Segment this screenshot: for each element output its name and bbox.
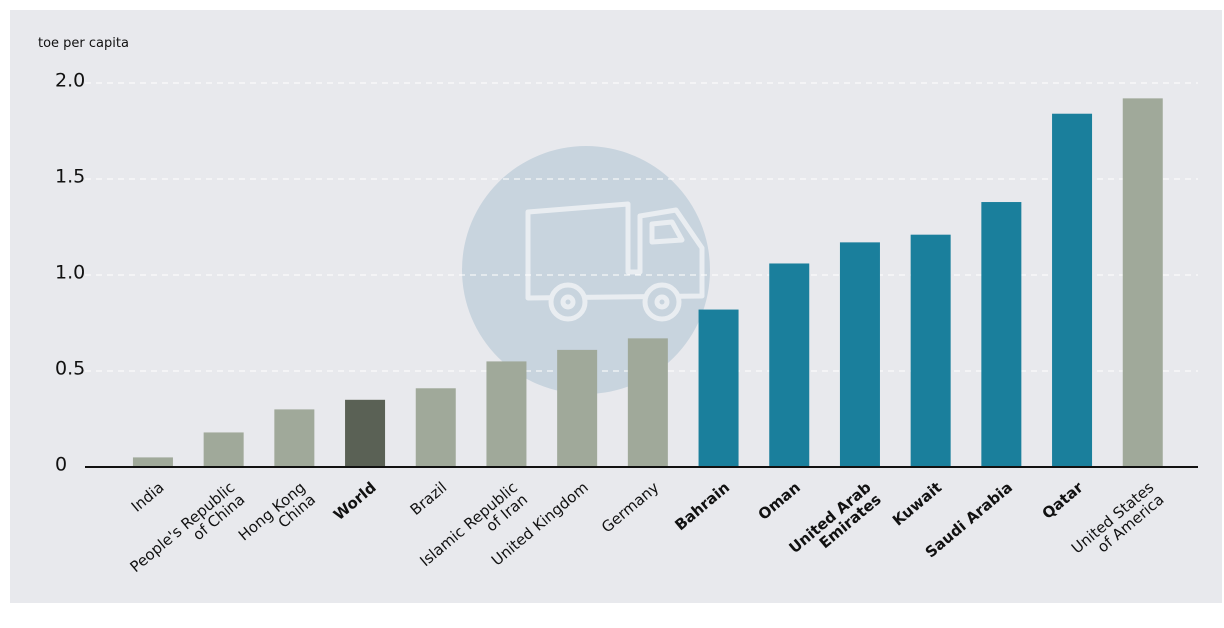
- y-tick-label: 0.5: [55, 358, 85, 380]
- bar: [132, 457, 173, 467]
- bar: [839, 242, 880, 467]
- bar: [910, 234, 951, 467]
- bar: [698, 309, 739, 467]
- y-tick-label: 1.5: [55, 166, 85, 188]
- y-tick-label: 0: [55, 454, 67, 476]
- bar: [1052, 113, 1093, 467]
- truck-icon: [462, 146, 710, 394]
- bar: [557, 349, 598, 467]
- y-tick-label: 1.0: [55, 262, 85, 284]
- bar: [274, 409, 315, 467]
- y-axis-label: toe per capita: [38, 36, 129, 51]
- bar: [981, 202, 1022, 468]
- bar: [486, 361, 527, 467]
- bar: [345, 399, 386, 467]
- bar: [1122, 98, 1163, 468]
- bar: [203, 432, 244, 467]
- bar: [627, 338, 668, 467]
- bar: [769, 263, 810, 467]
- bar: [415, 388, 456, 467]
- y-tick-label: 2.0: [55, 70, 85, 92]
